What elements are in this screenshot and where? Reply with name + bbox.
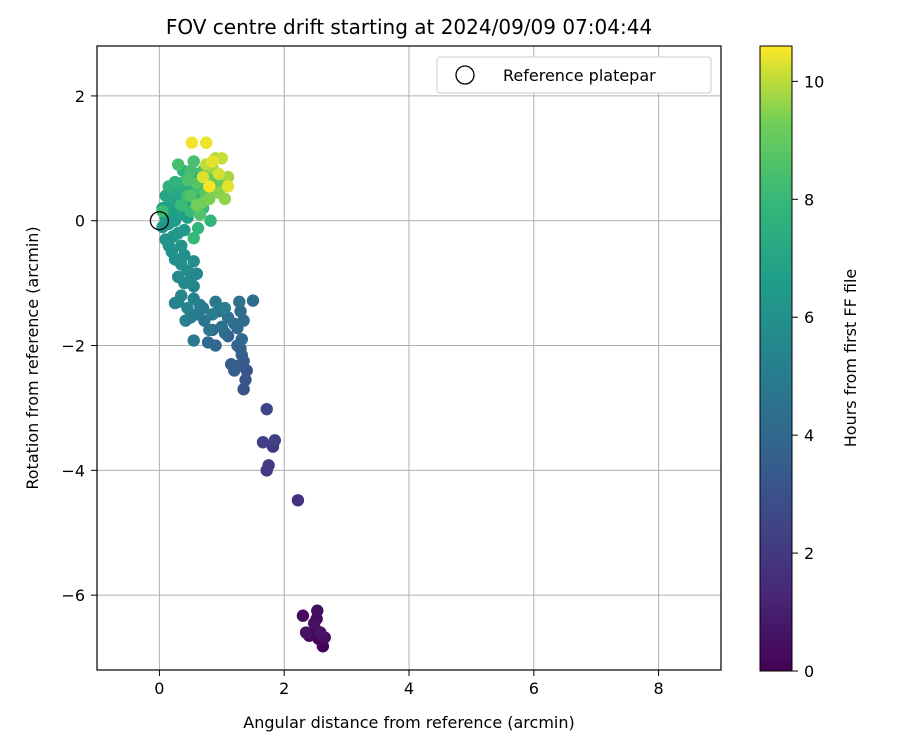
scatter-point: [187, 255, 200, 268]
colorbar-tick-label: 6: [804, 308, 814, 327]
legend-marker-open-circle: [455, 65, 475, 85]
scatter-point: [212, 167, 225, 181]
y-tick-label: 2: [75, 87, 85, 106]
scatter-point: [178, 248, 191, 262]
y-tick-label: −4: [61, 461, 85, 480]
scatter-point: [237, 314, 250, 327]
scatter-point: [262, 459, 275, 472]
y-axis-label: Rotation from reference (arcmin): [23, 226, 42, 489]
colorbar-label: Hours from first FF file: [841, 269, 860, 448]
scatter-point: [215, 152, 228, 165]
scatter-point: [209, 295, 222, 309]
x-axis-label: Angular distance from reference (arcmin): [243, 713, 574, 732]
scatter-point: [314, 626, 327, 639]
scatter-point: [233, 295, 246, 309]
colorbar-tick-label: 4: [804, 426, 814, 445]
scatter-point: [181, 301, 194, 315]
scatter-point: [215, 320, 228, 333]
scatter-point: [181, 173, 194, 187]
scatter-point: [178, 223, 191, 237]
chart-title: FOV centre drift starting at 2024/09/09 …: [166, 15, 652, 39]
scatter-point: [175, 198, 188, 212]
colorbar-gradient: [759, 45, 793, 672]
scatter-point: [221, 180, 235, 193]
scatter-point: [239, 373, 252, 387]
x-tick-label: 0: [154, 679, 164, 698]
scatter-point: [246, 294, 260, 307]
scatter-point: [187, 231, 200, 245]
scatter-point: [234, 305, 247, 318]
scatter-point: [168, 175, 182, 189]
scatter-point: [201, 336, 215, 349]
scatter-point: [203, 323, 216, 337]
x-tick-label: 6: [529, 679, 539, 698]
x-tick-label: 4: [404, 679, 414, 698]
scatter-point: [179, 314, 192, 327]
legend-box: [436, 56, 712, 94]
scatter-point: [184, 164, 197, 177]
legend-entry-label: Reference platepar: [503, 66, 656, 85]
y-tick-label: −2: [61, 337, 85, 356]
scatter-point: [190, 198, 204, 212]
data-points: [149, 136, 331, 653]
scatter-point: [235, 333, 248, 346]
scatter-point: [203, 192, 216, 206]
scatter-point: [206, 308, 219, 321]
scatter-point: [224, 358, 238, 371]
colorbar-tick-label: 10: [804, 72, 824, 91]
scatter-point: [206, 155, 219, 168]
scatter-point: [196, 170, 210, 184]
scatter-point: [187, 155, 200, 168]
legend: Reference platepar: [436, 56, 712, 94]
scatter-point: [268, 434, 282, 447]
scatter-point: [218, 192, 232, 206]
scatter-point: [221, 311, 235, 324]
scatter-point: [204, 214, 217, 227]
grid: [97, 46, 721, 670]
x-axis-ticks: 0 2 4 6 8: [154, 670, 664, 698]
scatter-point: [175, 239, 188, 252]
scatter-point: [307, 617, 321, 630]
scatter-point: [185, 136, 199, 149]
scatter-point: [203, 180, 216, 193]
scatter-point: [296, 609, 310, 622]
x-tick-label: 8: [654, 679, 664, 698]
y-axis-ticks: −6 −4 −2 0 2: [61, 87, 97, 605]
scatter-point: [221, 170, 235, 184]
scatter-point: [175, 289, 188, 302]
scatter-point: [291, 494, 305, 507]
y-tick-label: −6: [61, 586, 85, 605]
scatter-point: [190, 267, 204, 280]
scatter-point: [237, 383, 250, 396]
scatter-point: [256, 436, 270, 449]
scatter-point: [193, 208, 207, 221]
scatter-point: [171, 270, 185, 284]
scatter-point: [311, 604, 324, 617]
scatter-point: [187, 334, 200, 347]
scatter-point: [260, 402, 273, 416]
x-tick-label: 2: [279, 679, 289, 698]
scatter-point: [218, 301, 232, 315]
scatter-point: [299, 626, 313, 639]
scatter-point: [171, 158, 185, 171]
scatter-point: [184, 189, 197, 202]
colorbar: 0 2 4 6 8 10 Hours from first FF file: [759, 45, 860, 681]
colorbar-ticks: 0 2 4 6 8 10: [792, 72, 824, 681]
scatter-point: [200, 136, 213, 149]
scatter-point: [191, 222, 205, 235]
colorbar-tick-label: 0: [804, 662, 814, 681]
colorbar-tick-label: 2: [804, 544, 814, 563]
y-tick-label: 0: [75, 212, 85, 231]
scatter-point: [187, 292, 200, 305]
reference-platepar-marker: [149, 211, 170, 231]
colorbar-tick-label: 8: [804, 190, 814, 209]
